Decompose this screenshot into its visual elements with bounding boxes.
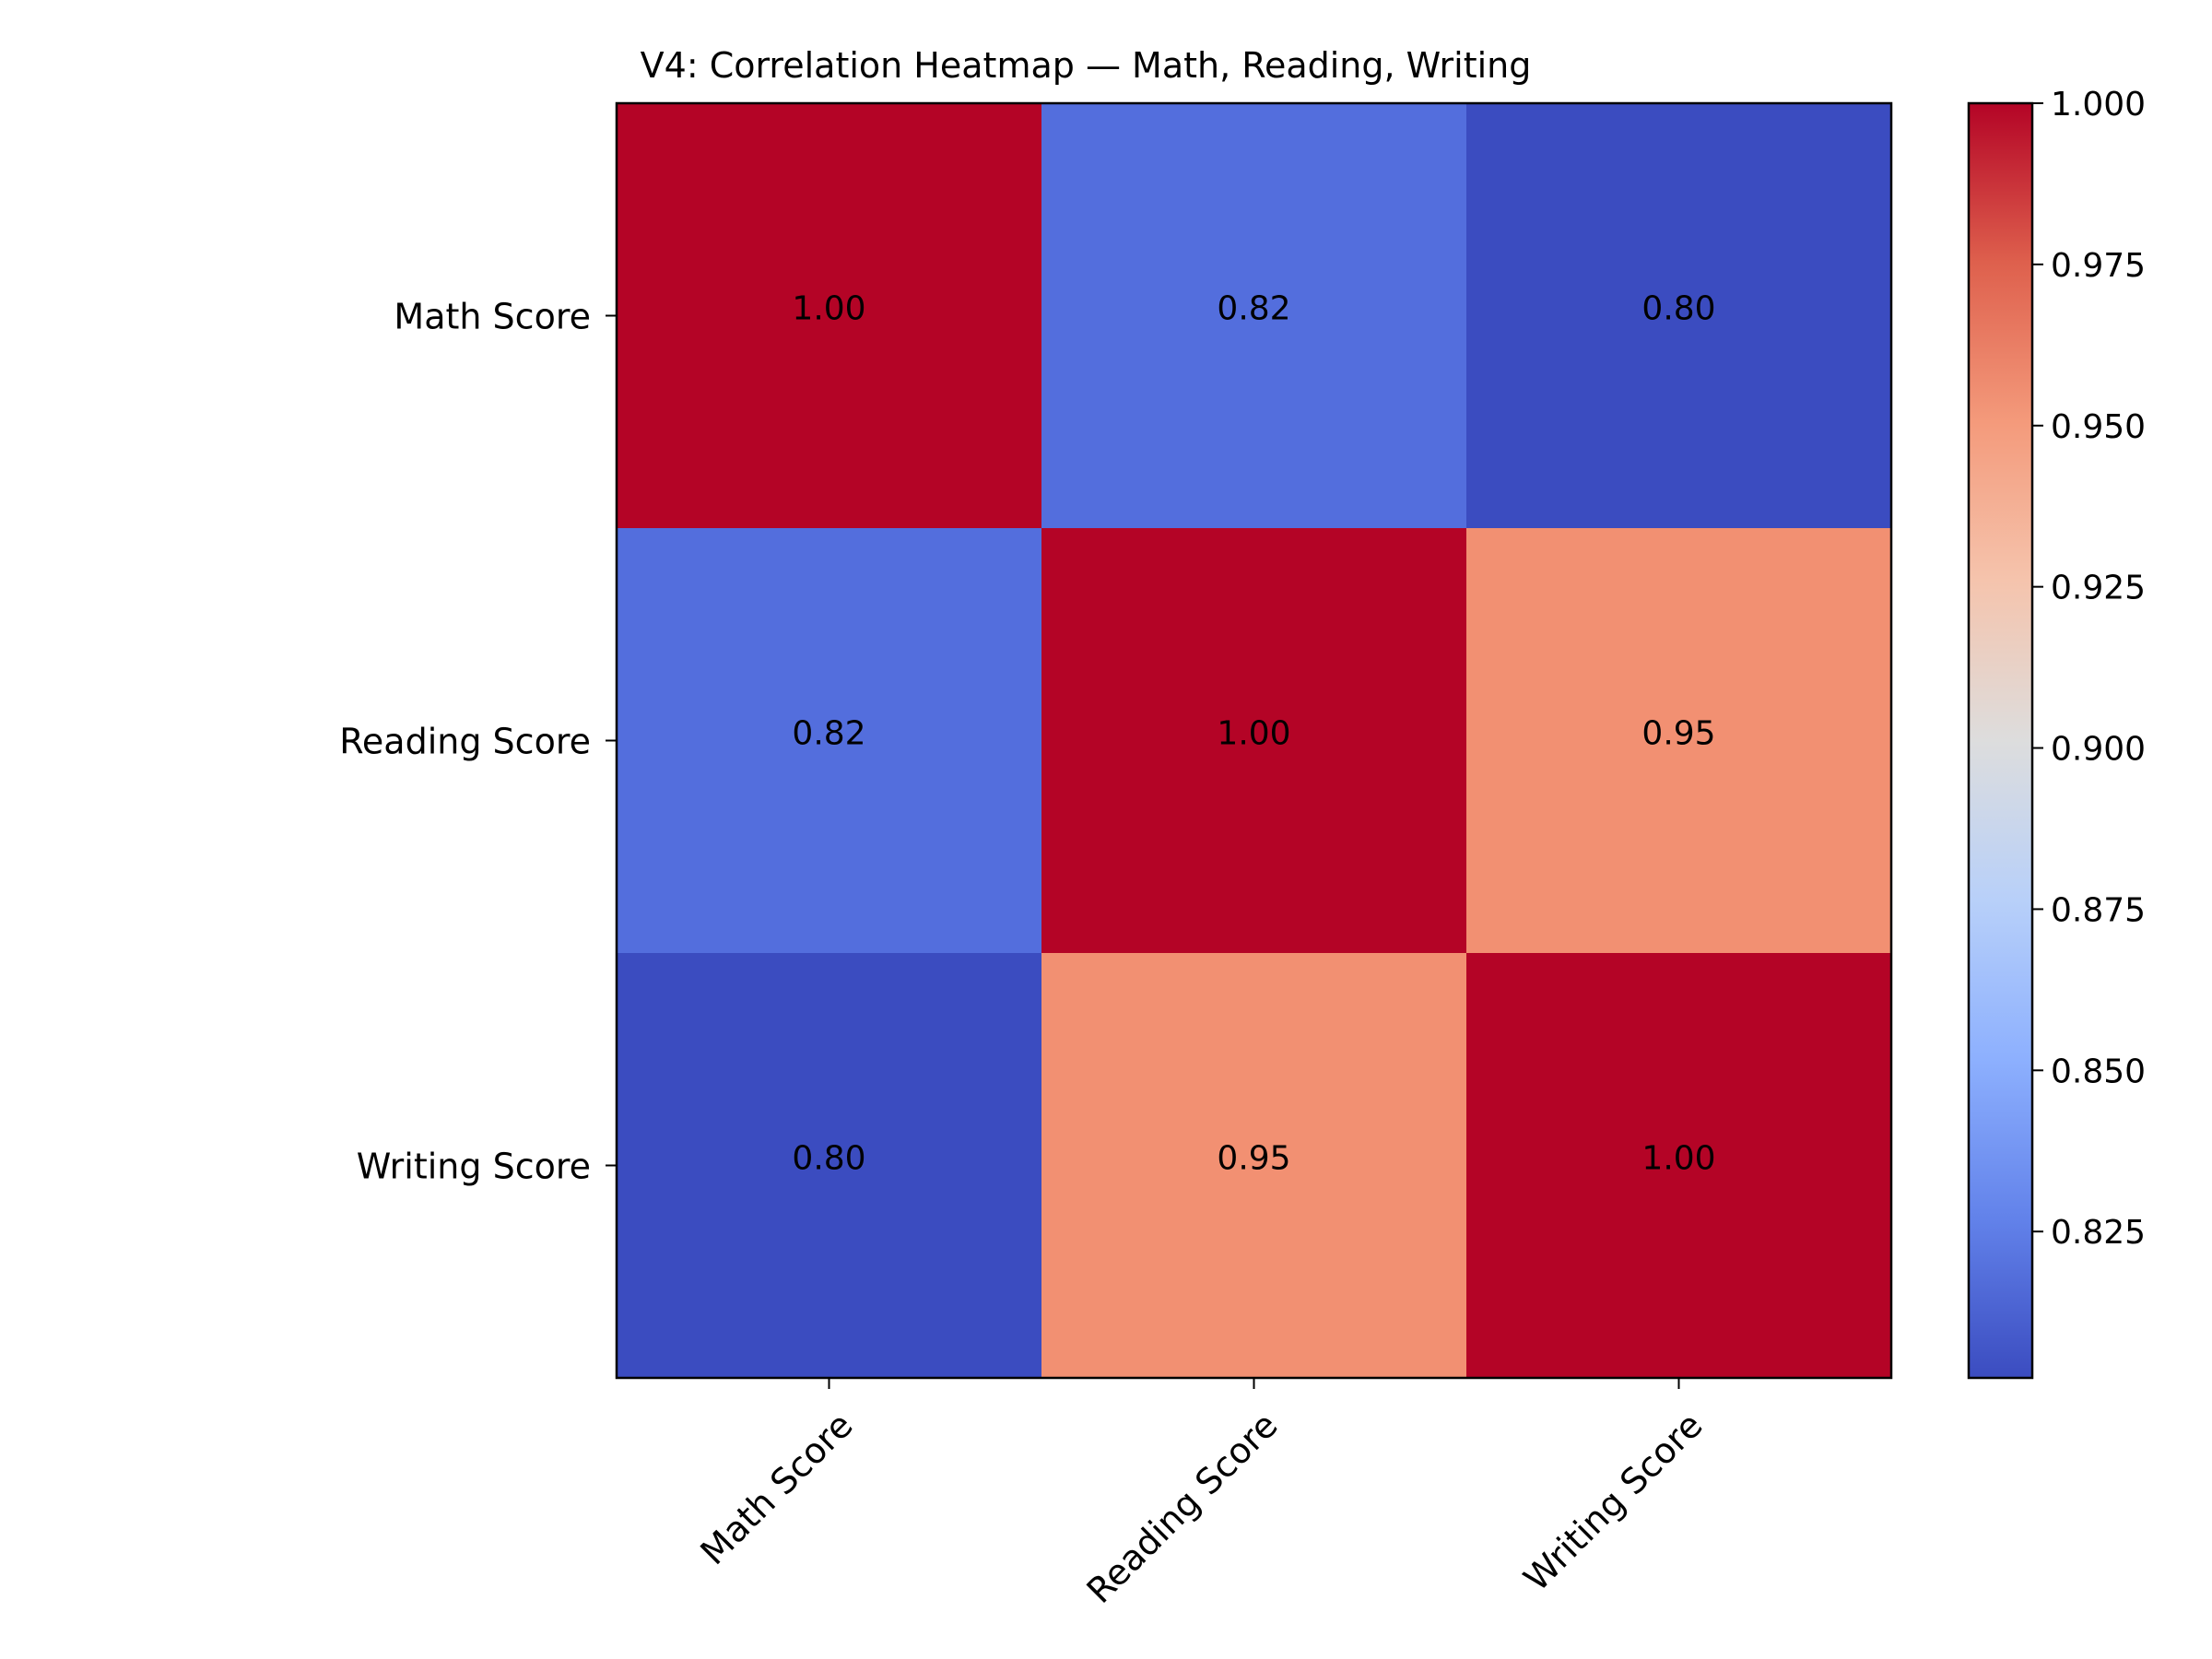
cell-value-label: 1.00 <box>792 290 865 328</box>
colorbar-tick-label: 0.975 <box>2051 247 2146 285</box>
colorbar: 0.825 0.850 0.875 0.900 0.925 0.950 0.975 1.000 <box>1967 86 2146 1380</box>
cell-value-label: 0.80 <box>792 1140 865 1178</box>
heatmap-cell <box>617 103 1042 529</box>
heatmap-cells <box>617 103 1892 1379</box>
chart-title: V4: Correlation Heatmap — Math, Reading,… <box>641 45 1532 86</box>
cell-value-label: 1.00 <box>1641 1140 1715 1178</box>
colorbar-tick-label: 0.825 <box>2051 1214 2146 1252</box>
cell-value-label: 1.00 <box>1217 715 1290 753</box>
heatmap-cell-labels: 1.00 0.82 0.80 0.82 1.00 0.95 0.80 0.95 1.00 <box>792 290 1715 1178</box>
colorbar-gradient <box>1969 103 2032 1378</box>
heatmap-cell <box>1041 953 1467 1379</box>
colorbar-frame <box>1967 101 2034 1380</box>
colorbar-tick-label: 0.900 <box>2051 731 2146 769</box>
cell-value-label: 0.95 <box>1641 715 1715 753</box>
heatmap-cell <box>1466 953 1892 1379</box>
colorbar-tick-label: 1.000 <box>2051 86 2146 124</box>
x-tick-label: Reading Score <box>1079 1405 1286 1611</box>
y-tick-label: Writing Score <box>357 1147 591 1187</box>
x-tick-label: Writing Score <box>1516 1405 1711 1599</box>
colorbar-tick-label: 0.850 <box>2051 1053 2146 1090</box>
cell-value-label: 0.95 <box>1217 1140 1290 1178</box>
heatmap-cell <box>1041 103 1467 529</box>
x-tick-label: Math Score <box>693 1405 861 1572</box>
heatmap-cell <box>1041 528 1467 954</box>
y-tick-label: Math Score <box>394 297 591 337</box>
x-axis: Math Score Reading Score Writing Score <box>693 1378 1711 1611</box>
y-tick-label: Reading Score <box>339 722 591 762</box>
y-axis: Math Score Reading Score Writing Score <box>339 297 617 1187</box>
heatmap-cell <box>1466 528 1892 954</box>
heatmap-cell <box>617 953 1042 1379</box>
colorbar-tick-label: 0.875 <box>2051 891 2146 929</box>
colorbar-tick-label: 0.925 <box>2051 570 2146 607</box>
heatmap-cell <box>617 528 1042 954</box>
cell-value-label: 0.82 <box>792 715 865 753</box>
colorbar-tick-label: 0.950 <box>2051 408 2146 446</box>
heatmap-cell <box>1466 103 1892 529</box>
cell-value-label: 0.82 <box>1217 290 1290 328</box>
cell-value-label: 0.80 <box>1641 290 1715 328</box>
